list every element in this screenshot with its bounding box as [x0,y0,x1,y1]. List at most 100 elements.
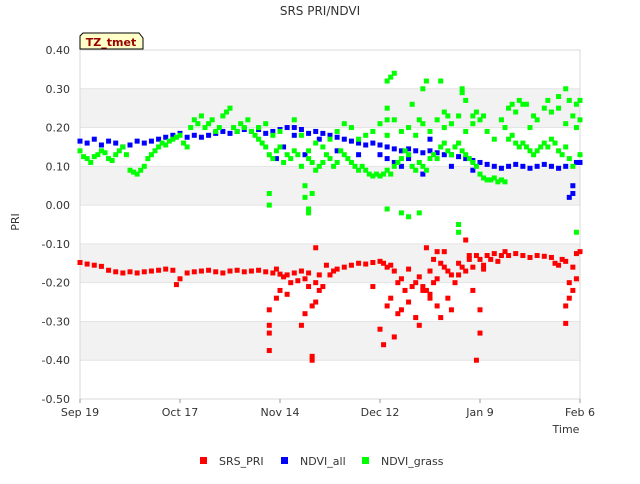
x-tick-label: Dec 12 [361,406,400,419]
data-point [423,245,429,251]
data-point [302,183,308,189]
data-point [263,121,269,127]
data-point [545,144,551,150]
data-point [384,206,390,212]
data-point [573,159,579,165]
plot-bands [80,88,580,361]
data-point [448,121,454,127]
data-point [266,330,272,336]
data-point [348,159,354,165]
data-point [266,307,272,313]
data-point [134,171,140,177]
data-point [434,303,440,309]
data-point [577,249,583,255]
data-point [427,268,433,274]
data-point [327,136,333,142]
data-point [313,245,319,251]
data-point [431,152,437,158]
data-point [313,280,319,286]
data-point [477,159,483,165]
data-point [548,163,554,169]
data-point [309,357,315,363]
data-point [463,97,469,103]
data-point [298,132,304,138]
data-point [563,121,569,127]
data-point [502,249,508,255]
data-point [363,261,369,267]
data-point [488,256,494,262]
data-point [566,194,572,200]
data-point [202,125,208,131]
data-point [484,253,490,259]
data-point [366,171,372,177]
data-point [427,295,433,301]
data-point [527,165,533,171]
data-point [370,173,376,179]
data-point [227,105,233,111]
legend-label: NDVI_all [300,455,346,468]
data-point [270,132,276,138]
data-point [491,136,497,142]
data-point [306,130,312,136]
data-point [434,117,440,123]
data-point [545,97,551,103]
data-point [423,287,429,293]
data-point [373,171,379,177]
data-point [570,190,576,196]
data-point [252,132,258,138]
data-point [516,144,522,150]
data-point [277,271,283,277]
data-point [316,287,322,293]
y-tick-label: 0.10 [46,160,71,173]
data-point [509,132,515,138]
y-tick-label: -0.20 [42,277,70,290]
data-point [248,128,254,134]
data-point [556,262,562,268]
site-tag-box [79,32,144,50]
data-point [481,262,487,268]
data-point [434,276,440,282]
data-point [441,125,447,131]
data-point [570,287,576,293]
data-point [281,144,287,150]
data-point [520,163,526,169]
data-point [198,113,204,119]
data-point [184,144,190,150]
data-point [291,148,297,154]
data-point [306,148,312,154]
data-point [541,105,547,111]
data-point [223,109,229,115]
y-tick-label: -0.50 [42,393,70,406]
x-tick-label: Oct 17 [162,406,199,419]
data-point [456,222,462,227]
data-point [77,138,83,144]
data-point [556,148,562,154]
legend-item: NDVI_all [281,455,346,468]
data-point [531,152,537,158]
data-point [541,253,547,259]
data-point [402,287,408,293]
data-point [420,86,426,92]
data-point [377,152,383,158]
data-point [384,105,390,111]
data-point [284,291,290,297]
data-point [241,269,247,275]
data-point [327,132,333,138]
data-point [306,284,312,290]
data-point [348,262,354,268]
data-point [409,284,415,290]
data-point [402,148,408,154]
data-point [170,136,176,142]
data-point [231,125,237,131]
data-point [88,159,94,165]
data-point [573,251,579,257]
series-ndvi-grass [77,70,583,235]
data-point [448,152,454,158]
data-point [434,150,440,156]
data-point [420,121,426,127]
data-point [166,138,172,144]
data-point [416,159,422,165]
data-point [466,253,472,259]
data-point [527,148,533,154]
